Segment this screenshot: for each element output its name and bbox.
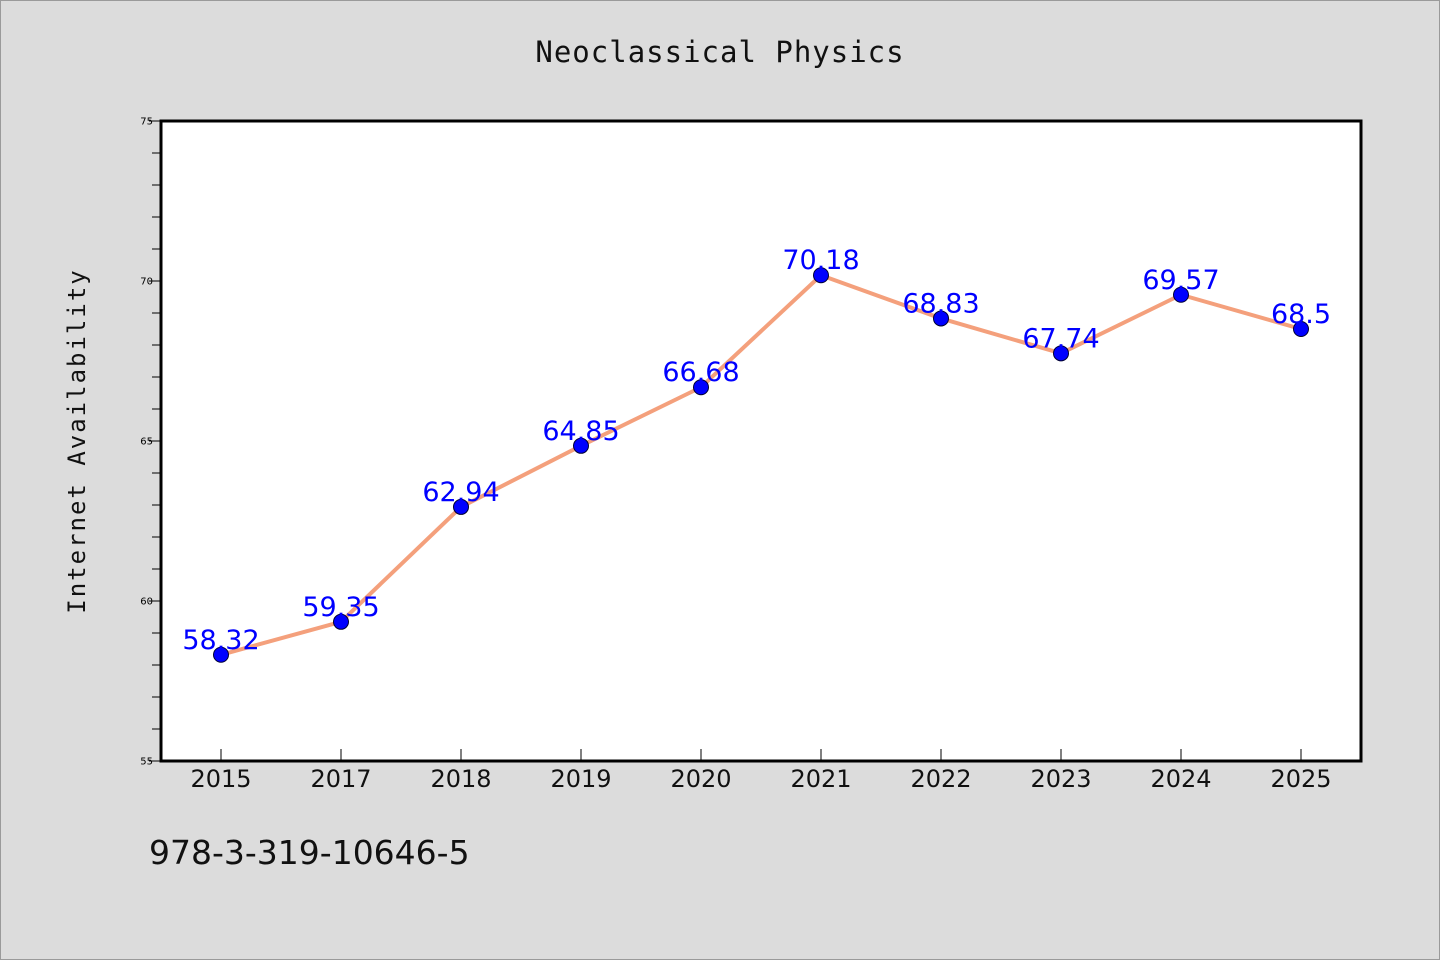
data-point — [213, 646, 229, 663]
data-point — [573, 437, 589, 454]
data-label: 69.57 — [1142, 265, 1219, 296]
x-tick-label: 2025 — [1270, 765, 1331, 793]
data-point — [813, 267, 829, 284]
x-tick-label: 2021 — [790, 765, 851, 793]
data-label: 66.68 — [662, 357, 739, 388]
data-point — [1293, 321, 1309, 337]
y-tick-label: 55 — [140, 757, 153, 768]
x-tick-label: 2023 — [1030, 765, 1091, 793]
x-tick-label: 2020 — [670, 765, 731, 793]
chart-title: Neoclassical Physics — [535, 35, 905, 69]
data-point — [453, 498, 469, 515]
x-tick-label: 2022 — [910, 765, 971, 793]
y-tick-label: 60 — [140, 597, 153, 608]
plot-area — [161, 121, 1361, 761]
y-tick-label: 75 — [140, 117, 153, 128]
data-label: 58.32 — [182, 625, 259, 656]
data-point — [933, 310, 949, 327]
data-label: 68.83 — [902, 288, 979, 319]
isbn-label: 978-3-319-10646-5 — [149, 833, 470, 872]
y-tick-label: 70 — [140, 277, 153, 288]
x-tick-label: 2018 — [430, 765, 491, 793]
y-tick-label: 65 — [140, 437, 153, 448]
y-axis-label: Internet Availability — [63, 268, 91, 613]
data-label: 67.74 — [1022, 323, 1099, 354]
data-point — [1053, 345, 1069, 362]
data-point — [693, 379, 709, 396]
data-label: 70.18 — [782, 245, 859, 276]
x-tick-label: 2019 — [550, 765, 611, 793]
data-label: 64.85 — [542, 416, 619, 447]
plot-border — [159, 119, 1363, 763]
x-tick-label: 2017 — [310, 765, 371, 793]
x-tick-label: 2024 — [1150, 765, 1211, 793]
data-label: 62.94 — [422, 477, 499, 508]
data-point — [1173, 286, 1189, 303]
series-line — [219, 273, 1303, 657]
x-tick-label: 2015 — [190, 765, 251, 793]
data-label: 68.5 — [1271, 299, 1331, 330]
data-point — [333, 613, 349, 630]
data-label: 59.35 — [302, 592, 379, 623]
